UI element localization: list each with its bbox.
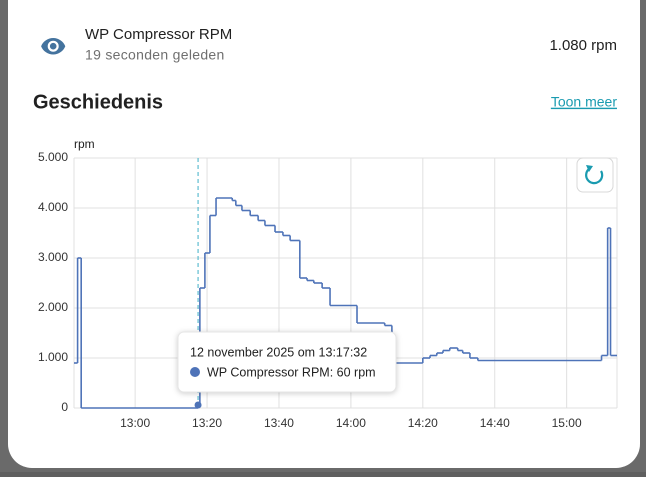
reset-zoom-button[interactable] <box>576 157 614 193</box>
y-tick-label: 4.000 <box>38 200 68 214</box>
show-more-link[interactable]: Toon meer <box>551 94 617 110</box>
x-tick-label: 13:20 <box>192 416 222 430</box>
y-tick-label: 0 <box>61 400 68 414</box>
tooltip: 12 november 2025 om 13:17:32 WP Compresso… <box>177 331 397 393</box>
y-tick-label: 3.000 <box>38 250 68 264</box>
x-tick-label: 13:00 <box>120 416 150 430</box>
y-axis-label: rpm <box>74 137 95 151</box>
y-tick-label: 2.000 <box>38 300 68 314</box>
tooltip-box <box>177 331 397 393</box>
y-tick-label: 1.000 <box>38 350 68 364</box>
state: 1.080 rpm <box>549 37 617 54</box>
eye-icon <box>41 37 66 55</box>
x-tick-label: 13:40 <box>264 416 294 430</box>
dialog <box>8 0 640 468</box>
x-tick-label: 14:40 <box>480 416 510 430</box>
x-tick-label: 14:00 <box>336 416 366 430</box>
entity-name: WP Compressor RPM <box>85 26 232 43</box>
plot: 0 1.000 2.000 3.000 4.000 5.000 13:00 13:20 13:4… <box>38 150 618 430</box>
hover-point <box>194 401 202 409</box>
history-title: Geschiedenis <box>33 91 163 113</box>
tooltip-swatch <box>190 367 200 377</box>
tooltip-label: WP Compressor RPM: 60 rpm <box>207 365 376 379</box>
x-tick-label: 15:00 <box>552 416 582 430</box>
x-tick-label: 14:20 <box>408 416 438 430</box>
last-changed: 19 seconden geleden <box>85 47 225 63</box>
tooltip-title: 12 november 2025 om 13:17:32 <box>190 345 367 359</box>
y-tick-label: 5.000 <box>38 150 68 164</box>
